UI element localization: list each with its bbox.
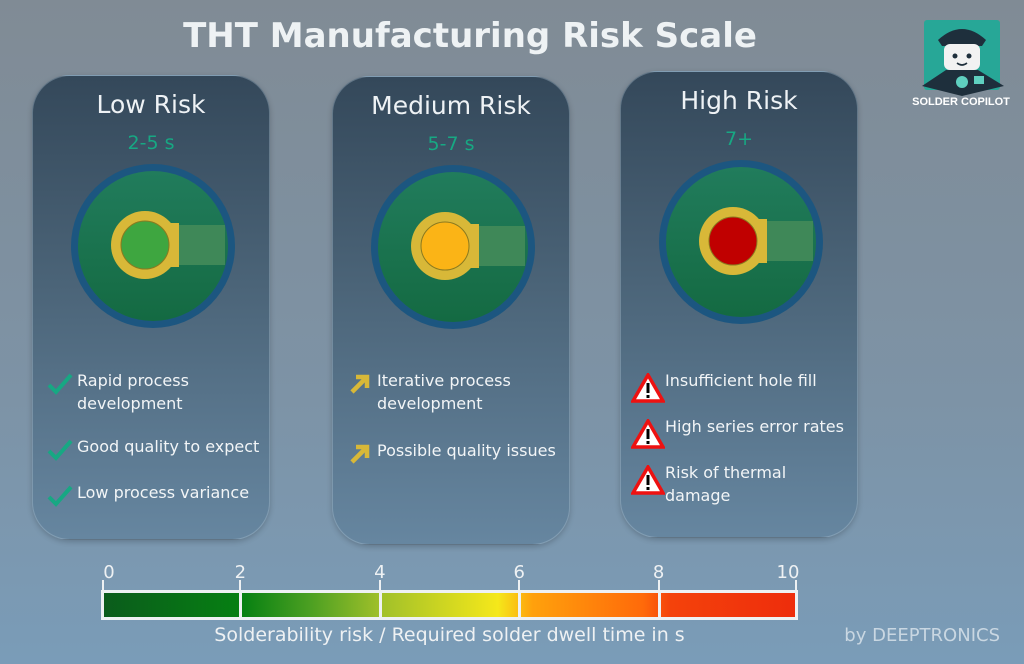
card-items: Iterative process development Possible qu…	[343, 369, 563, 489]
dwell-time: 5-7 s	[427, 133, 475, 155]
list-item: Possible quality issues	[343, 439, 563, 465]
warning-icon	[631, 415, 665, 449]
tick-label: 0	[103, 562, 115, 583]
check-icon	[43, 435, 77, 461]
scale-divider	[239, 593, 243, 617]
tick-label: 10	[776, 562, 800, 583]
dwell-time: 2-5 s	[127, 132, 175, 154]
list-item: Risk of thermal damage	[631, 461, 851, 507]
arrow-up-right-icon	[343, 369, 377, 395]
tht-pad-illustration	[659, 160, 823, 324]
scale-divider	[518, 593, 522, 617]
scale-divider	[657, 593, 661, 617]
tick-label: 2	[234, 562, 247, 583]
item-text: Rapid process development	[77, 371, 189, 413]
risk-card-medium: Medium Risk 5-7 s Iterative process deve…	[332, 76, 570, 545]
card-title: Medium Risk	[371, 91, 531, 120]
tick-label: 6	[513, 562, 525, 583]
warning-icon	[631, 461, 665, 495]
list-item: Rapid process development	[43, 369, 263, 415]
card-items: Rapid process development Good quality to…	[43, 369, 263, 527]
tick-mark	[239, 580, 242, 590]
item-text: Insufficient hole fill	[665, 371, 817, 390]
item-text: Good quality to expect	[77, 437, 260, 456]
list-item: Insufficient hole fill	[631, 369, 851, 403]
check-icon	[43, 369, 77, 395]
tick-mark	[657, 580, 660, 590]
card-items: Insufficient hole fill High series error …	[631, 369, 851, 519]
tick-mark	[378, 580, 381, 590]
risk-card-high: High Risk 7+ Insufficient hole fill High …	[620, 71, 858, 538]
item-text: Possible quality issues	[377, 441, 556, 460]
list-item: High series error rates	[631, 415, 851, 449]
logo-label: SOLDER COPILOT	[912, 96, 1010, 108]
dwell-time: 7+	[724, 128, 753, 150]
tick-label: 4	[374, 562, 386, 583]
item-text: Risk of thermal damage	[665, 463, 787, 505]
tht-pad-illustration	[71, 164, 235, 328]
arrow-up-right-icon	[343, 439, 377, 465]
warning-icon	[631, 369, 665, 403]
tick-mark	[518, 580, 521, 590]
tick-label: 8	[652, 562, 665, 583]
risk-scale-bar	[101, 590, 798, 620]
solder-copilot-logo	[922, 20, 1004, 96]
tht-pad-illustration	[371, 165, 535, 329]
scale-divider	[378, 593, 382, 617]
check-icon	[43, 481, 77, 507]
card-title: Low Risk	[96, 90, 206, 119]
tick-mark	[102, 580, 104, 590]
page-title: THT Manufacturing Risk Scale	[183, 16, 757, 56]
credit: by DEEPTRONICS	[844, 625, 1000, 646]
card-title: High Risk	[680, 86, 798, 115]
item-text: Low process variance	[77, 483, 250, 502]
list-item: Iterative process development	[343, 369, 563, 415]
risk-card-low: Low Risk 2-5 s Rapid process development…	[32, 75, 270, 540]
tick-mark	[795, 580, 797, 590]
item-text: High series error rates	[665, 417, 844, 436]
list-item: Good quality to expect	[43, 435, 263, 461]
list-item: Low process variance	[43, 481, 263, 507]
item-text: Iterative process development	[377, 371, 511, 413]
scale-axis-label: Solderability risk / Required solder dwe…	[214, 624, 685, 646]
